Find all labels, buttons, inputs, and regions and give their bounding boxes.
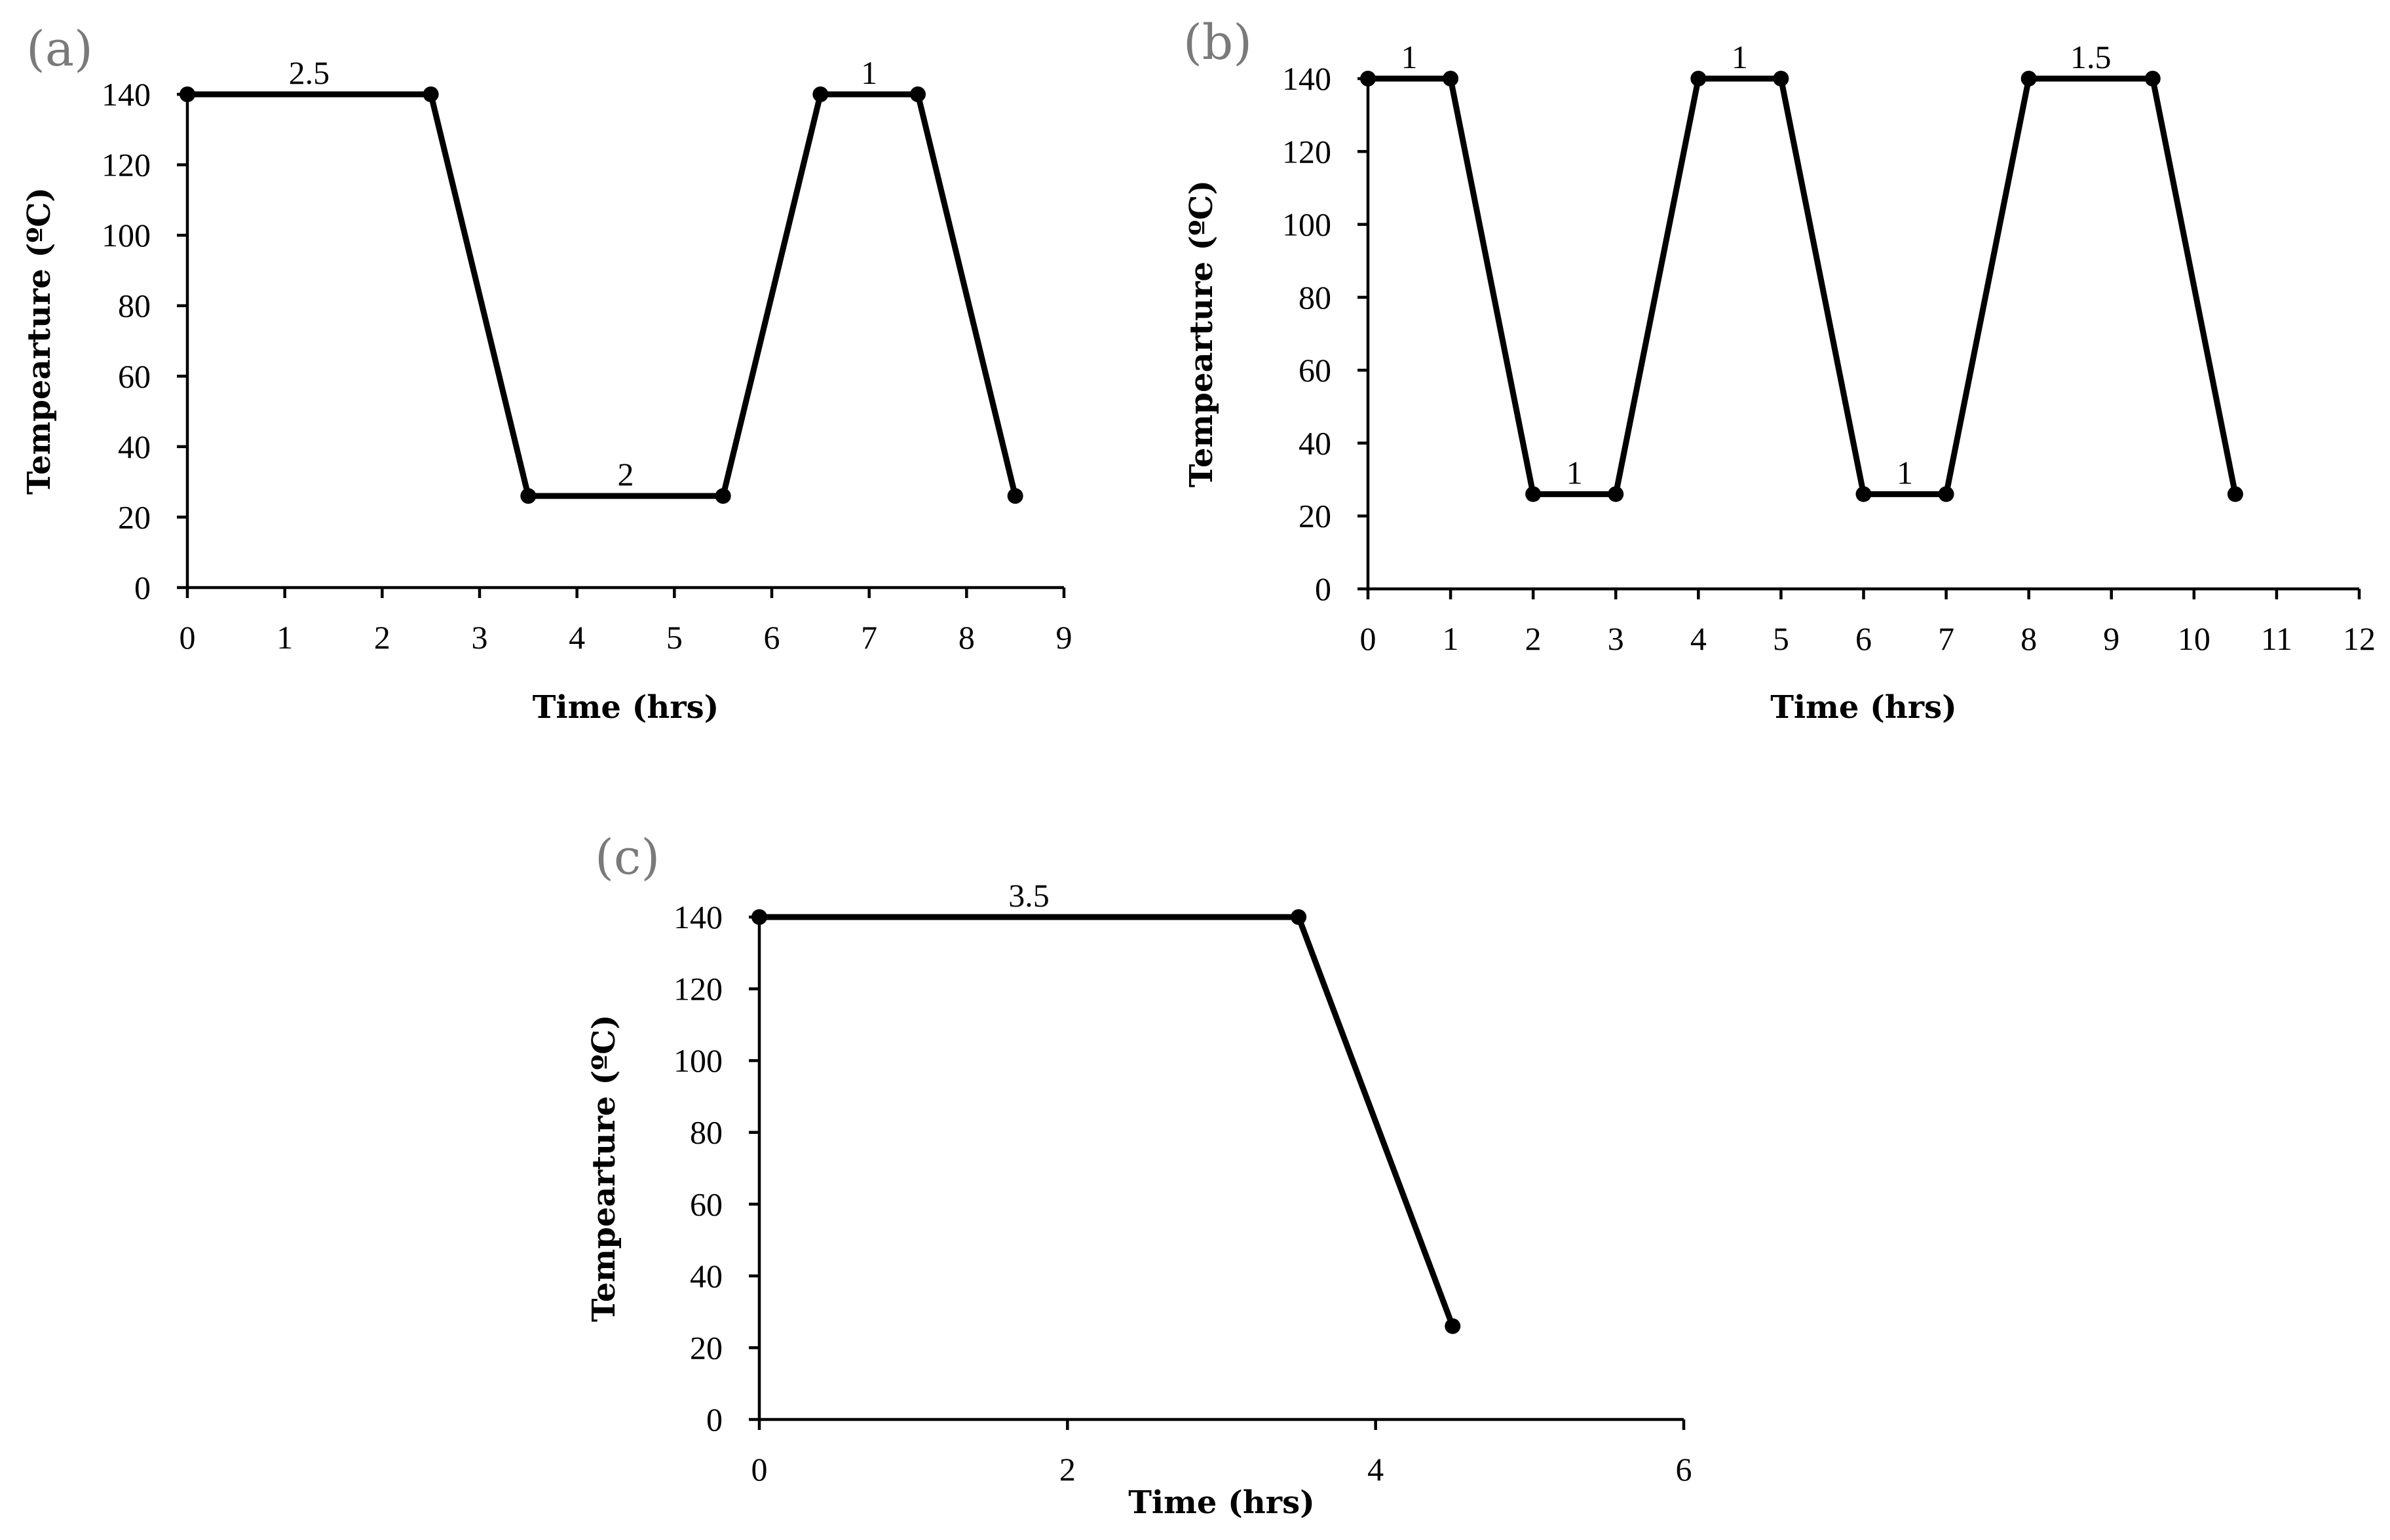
y-tick-label: 80 (690, 1114, 723, 1151)
y-tick-label: 60 (118, 358, 151, 394)
x-tick-label: 7 (861, 619, 877, 656)
y-tick-label: 100 (102, 217, 151, 254)
x-axis-title: Time (hrs) (1128, 1484, 1315, 1521)
data-point (1608, 486, 1624, 502)
x-tick-label: 10 (2178, 620, 2210, 657)
segment-duration-label: 1 (1401, 39, 1418, 75)
y-tick-label: 120 (673, 971, 723, 1007)
x-tick-label: 5 (1773, 620, 1789, 657)
data-point (423, 86, 439, 102)
segment-duration-label: 2.5 (289, 54, 330, 91)
data-point (1938, 486, 1954, 502)
y-axis-title: Tempearture (ºC) (1183, 180, 1220, 487)
x-tick-label: 7 (1938, 620, 1954, 657)
data-point (715, 488, 731, 504)
data-point (1445, 1318, 1461, 1334)
y-tick-label: 20 (690, 1329, 723, 1366)
x-tick-label: 4 (569, 619, 585, 656)
x-axis-title: Time (hrs) (1770, 689, 1957, 726)
x-tick-label: 6 (764, 619, 780, 656)
data-point (1291, 909, 1307, 925)
x-tick-label: 4 (1690, 620, 1707, 657)
chart-panel-a: (a) 0 1 2 3 4 5 6 7 8 9 0 20 40 60 80 100 120 140 Time (hrs… (21, 21, 1072, 726)
y-tick-label: 100 (673, 1042, 723, 1079)
data-point (812, 86, 829, 102)
y-tick-label: 140 (673, 899, 723, 935)
segment-duration-label: 2 (618, 456, 634, 493)
x-tick-label: 12 (2343, 620, 2376, 657)
data-point (2020, 71, 2037, 86)
series-line (759, 914, 1456, 1328)
segment-duration-label: 1 (1566, 454, 1583, 491)
y-tick-label: 0 (134, 569, 151, 606)
x-tick-label: 3 (1608, 620, 1624, 657)
x-tick-label: 9 (2103, 620, 2119, 657)
x-tick-label: 8 (2020, 620, 2037, 657)
segment-duration-label: 1 (861, 54, 877, 91)
segment-duration-label: 1 (1897, 454, 1913, 491)
data-point (2227, 486, 2243, 502)
x-axis-title: Time (hrs) (533, 689, 719, 726)
data-point (1855, 486, 1872, 502)
x-tick-label: 0 (180, 619, 196, 656)
panel-letter: (c) (595, 829, 660, 886)
x-tick-label: 8 (958, 619, 975, 656)
x-tick-label: 2 (374, 619, 390, 656)
y-tick-label: 0 (1315, 571, 1331, 607)
x-tick-label: 1 (1443, 620, 1459, 657)
y-axis-title: Tempearture (ºC) (21, 187, 58, 495)
segment-duration-label: 3.5 (1008, 877, 1050, 914)
data-point (2144, 71, 2161, 86)
y-tick-label: 120 (1282, 133, 1331, 170)
y-tick-label: 60 (690, 1186, 723, 1222)
data-point (1525, 486, 1542, 502)
x-tick-label: 0 (1360, 620, 1376, 657)
y-tick-label: 40 (118, 428, 151, 465)
y-tick-label: 140 (1282, 60, 1331, 97)
series-line (1368, 75, 2239, 497)
x-tick-label: 0 (751, 1451, 768, 1488)
panel-letter: (a) (26, 21, 93, 77)
x-tick-label: 3 (472, 619, 488, 656)
data-point (520, 488, 537, 504)
data-point (751, 909, 767, 925)
y-tick-label: 80 (1299, 279, 1331, 316)
x-tick-label: 6 (1676, 1451, 1692, 1488)
y-tick-label: 20 (1299, 498, 1331, 535)
segment-duration-label: 1 (1732, 39, 1748, 75)
data-point (1443, 71, 1459, 86)
y-tick-label: 0 (706, 1401, 723, 1438)
x-tick-label: 4 (1367, 1451, 1384, 1488)
y-tick-label: 120 (102, 147, 151, 183)
chart-panel-b: (b)0 1 2 3 4 5 6 7 8 9 10 11 12020406080100120140Tim… (1183, 14, 2376, 726)
data-point (1007, 488, 1023, 504)
panel-letter: (b) (1183, 14, 1252, 71)
y-tick-label: 40 (690, 1258, 723, 1294)
x-tick-label: 5 (666, 619, 683, 656)
data-point (1360, 71, 1376, 86)
data-point (1690, 71, 1707, 86)
x-tick-label: 2 (1525, 620, 1542, 657)
data-point (180, 86, 195, 102)
x-tick-label: 6 (1855, 620, 1872, 657)
data-point (1773, 71, 1789, 86)
y-tick-label: 60 (1299, 352, 1331, 388)
x-tick-label: 9 (1056, 619, 1072, 656)
series-line (187, 91, 1019, 499)
y-axis-title: Tempearture (ºC) (586, 1015, 622, 1322)
x-tick-label: 11 (2261, 620, 2292, 657)
x-tick-label: 2 (1059, 1451, 1076, 1488)
y-tick-label: 40 (1299, 424, 1331, 461)
segment-duration-label: 1.5 (2070, 39, 2112, 75)
data-point (910, 86, 926, 102)
y-tick-label: 20 (118, 498, 151, 535)
x-tick-label: 1 (276, 619, 293, 656)
y-tick-label: 80 (118, 288, 151, 324)
y-tick-label: 140 (102, 76, 151, 113)
y-tick-label: 100 (1282, 206, 1331, 243)
